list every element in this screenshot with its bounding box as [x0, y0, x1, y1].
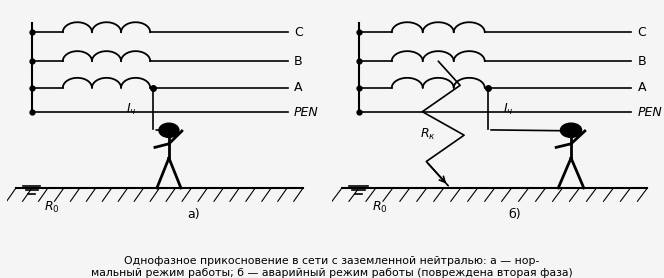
- Text: Однофазное прикосновение в сети с заземленной нейтралью: а — нор-
мальный режим : Однофазное прикосновение в сети с заземл…: [91, 256, 573, 278]
- Text: $I_ч$: $I_ч$: [126, 102, 137, 117]
- Text: $R_к$: $R_к$: [420, 127, 436, 142]
- Circle shape: [560, 123, 582, 137]
- Text: $R_0$: $R_0$: [44, 200, 60, 215]
- Text: $R_0$: $R_0$: [372, 200, 388, 215]
- Text: PEN: PEN: [637, 106, 662, 119]
- Text: PEN: PEN: [293, 106, 319, 119]
- Text: A: A: [293, 81, 302, 94]
- Circle shape: [159, 123, 179, 137]
- Text: C: C: [637, 26, 646, 39]
- Text: б): б): [508, 208, 521, 221]
- Text: B: B: [637, 55, 646, 68]
- Text: A: A: [637, 81, 646, 94]
- Text: C: C: [293, 26, 303, 39]
- Text: а): а): [187, 208, 201, 221]
- Text: $I_ч$: $I_ч$: [503, 102, 513, 117]
- Text: B: B: [293, 55, 302, 68]
